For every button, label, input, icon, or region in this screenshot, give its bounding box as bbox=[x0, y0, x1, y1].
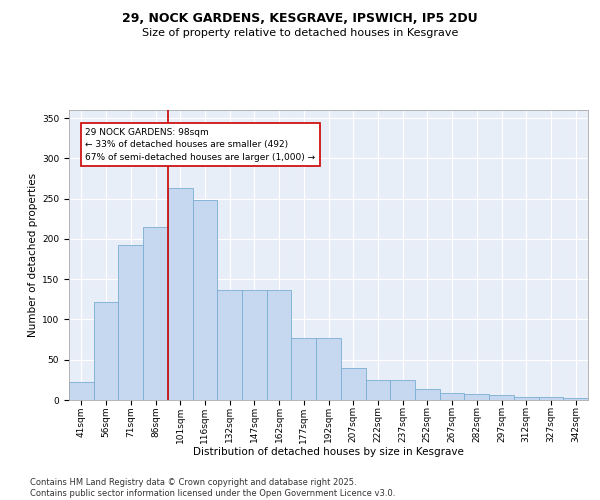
Y-axis label: Number of detached properties: Number of detached properties bbox=[28, 173, 38, 337]
Bar bbox=[440, 393, 464, 400]
X-axis label: Distribution of detached houses by size in Kesgrave: Distribution of detached houses by size … bbox=[193, 447, 464, 457]
Bar bbox=[514, 397, 539, 400]
Bar bbox=[217, 290, 242, 400]
Text: 29 NOCK GARDENS: 98sqm
← 33% of detached houses are smaller (492)
67% of semi-de: 29 NOCK GARDENS: 98sqm ← 33% of detached… bbox=[85, 128, 315, 162]
Bar bbox=[193, 200, 217, 400]
Text: Size of property relative to detached houses in Kesgrave: Size of property relative to detached ho… bbox=[142, 28, 458, 38]
Bar bbox=[464, 394, 489, 400]
Bar bbox=[168, 188, 193, 400]
Bar bbox=[489, 395, 514, 400]
Bar bbox=[316, 338, 341, 400]
Bar bbox=[242, 290, 267, 400]
Bar bbox=[292, 338, 316, 400]
Bar bbox=[69, 382, 94, 400]
Bar bbox=[539, 397, 563, 400]
Bar bbox=[267, 290, 292, 400]
Text: Contains HM Land Registry data © Crown copyright and database right 2025.
Contai: Contains HM Land Registry data © Crown c… bbox=[30, 478, 395, 498]
Bar bbox=[563, 398, 588, 400]
Bar bbox=[118, 244, 143, 400]
Bar bbox=[365, 380, 390, 400]
Text: 29, NOCK GARDENS, KESGRAVE, IPSWICH, IP5 2DU: 29, NOCK GARDENS, KESGRAVE, IPSWICH, IP5… bbox=[122, 12, 478, 26]
Bar bbox=[341, 368, 365, 400]
Bar bbox=[415, 388, 440, 400]
Bar bbox=[390, 380, 415, 400]
Bar bbox=[94, 302, 118, 400]
Bar bbox=[143, 227, 168, 400]
